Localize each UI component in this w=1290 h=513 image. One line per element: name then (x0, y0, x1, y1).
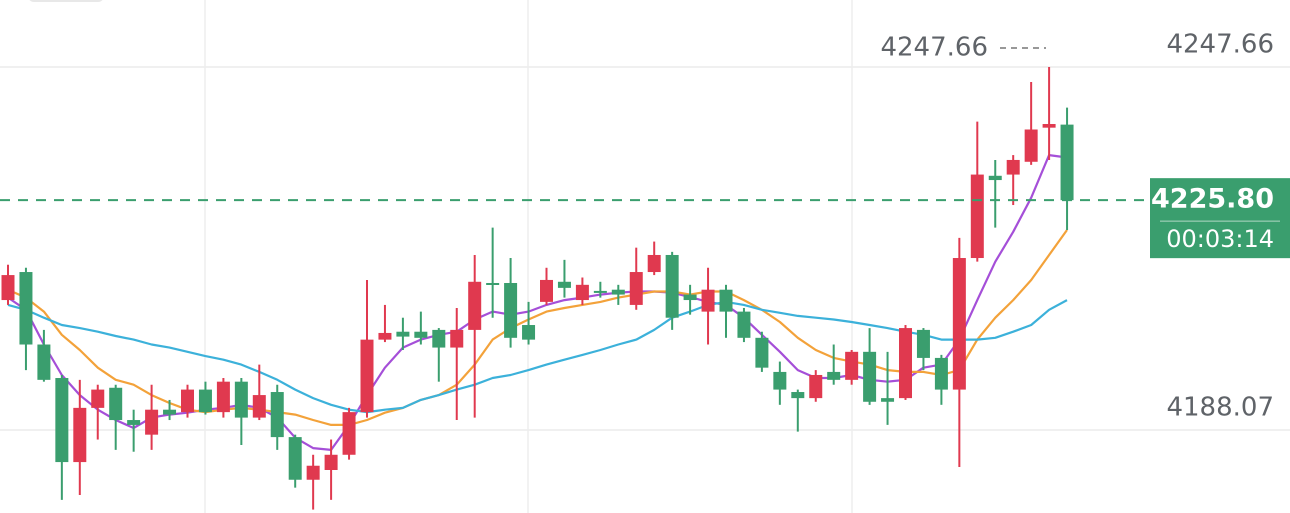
candle-body (1, 275, 15, 301)
candle-body (145, 409, 159, 435)
candle-body (629, 272, 643, 305)
candle-body (540, 279, 553, 302)
candle-body (360, 339, 374, 413)
candle-body (73, 407, 87, 463)
candle-body (55, 378, 69, 463)
candle-body (701, 289, 715, 312)
candle-body (611, 289, 625, 295)
high-marker-label: 4247.66 (880, 33, 988, 63)
candle-body (127, 420, 141, 425)
candle-body (450, 329, 464, 348)
candle-body (988, 175, 1002, 181)
candle-body (324, 454, 338, 470)
candle-body (665, 254, 679, 318)
candle-body (1060, 124, 1074, 201)
candle-body (1024, 129, 1038, 162)
top-toolbar-fragment (29, 0, 103, 2)
candle-body (557, 281, 571, 288)
candle-body (288, 437, 302, 480)
candle-body (198, 389, 212, 413)
candle-body (504, 282, 518, 338)
candle-body (216, 381, 230, 413)
candle-body (378, 332, 392, 340)
grid (0, 66, 1290, 431)
candle-body (934, 357, 948, 390)
moving-average-line (7, 154, 1068, 451)
candle-body (773, 371, 787, 390)
candle-body (522, 325, 536, 340)
candle-body (414, 331, 428, 338)
candle-body (306, 465, 320, 480)
candle-body (881, 398, 895, 402)
candle-body (719, 289, 733, 312)
candle-body (575, 284, 589, 301)
candle-body (396, 331, 410, 337)
candle-body (845, 351, 859, 380)
candle-body (827, 371, 841, 380)
candle-body (737, 311, 751, 338)
candle-body (916, 329, 930, 358)
candle-body (952, 258, 966, 390)
moving-average-line (7, 299, 1068, 414)
last-price-box (1150, 178, 1290, 259)
candle-body (863, 351, 877, 402)
y-tick-label: 4188.07 (1166, 392, 1274, 422)
candle-body (1042, 124, 1056, 128)
candle-body (252, 395, 266, 418)
last-price-label: 4225.80 (1151, 184, 1274, 215)
candle-body (970, 174, 984, 259)
candle-body (163, 409, 177, 415)
candle-body (809, 374, 823, 399)
candle-body (181, 389, 194, 413)
candle-body (683, 294, 697, 301)
candle-body (91, 389, 105, 408)
candle-body (647, 254, 661, 273)
candle-body (755, 337, 769, 368)
candle-body (432, 329, 446, 348)
candles (1, 67, 1074, 510)
y-tick-label: 4247.66 (1166, 30, 1274, 60)
candle-body (19, 272, 33, 345)
candle-body (791, 392, 805, 399)
candle-body (37, 344, 51, 380)
candle-body (234, 381, 248, 418)
labels: 4247.66 4188.07 4247.66 4225.80 00:03:14 (0, 30, 1290, 422)
candle-body (270, 392, 284, 438)
candle-body (342, 412, 356, 455)
candle-body (593, 290, 607, 293)
candle-body (1006, 159, 1020, 175)
candle-body (468, 281, 482, 330)
countdown-label: 00:03:14 (1166, 225, 1274, 253)
candle-body (486, 282, 500, 285)
candle-body (109, 387, 123, 421)
candle-body (899, 328, 912, 399)
